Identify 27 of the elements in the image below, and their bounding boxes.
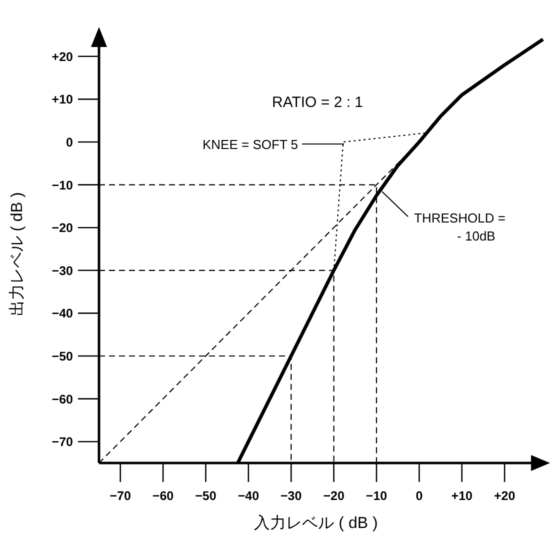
ytick-label: −10 — [52, 178, 73, 192]
annotation: THRESHOLD = - 10dB — [382, 191, 506, 244]
ytick-label: +20 — [52, 50, 73, 64]
ytick-label: −40 — [52, 306, 73, 321]
xtick-label: −10 — [366, 489, 388, 503]
ylabel: 出力レベル ( dB ) — [9, 192, 26, 316]
ytick-label: 0 — [66, 136, 73, 150]
xtick-label: +20 — [494, 489, 516, 503]
ytick-label: −60 — [52, 392, 73, 406]
xtick-label: 0 — [416, 489, 423, 503]
annotation: THRESHOLD = - 10dB — [414, 210, 506, 244]
ytick-label: −20 — [52, 221, 73, 236]
annotation: RATIO = 2 : 1 — [272, 94, 364, 111]
annotation: KNEE = SOFT 5 — [202, 137, 298, 152]
xtick-label: −20 — [323, 489, 344, 503]
ytick-label: −30 — [52, 264, 73, 278]
xtick-label: −70 — [110, 489, 131, 503]
xtick-label: +10 — [451, 489, 472, 503]
xlabel: 入力レベル ( dB ) — [254, 515, 378, 532]
xtick-label: −30 — [280, 489, 302, 503]
annotation: KNEE = SOFT 5 — [202, 137, 344, 152]
xtick-label: −60 — [152, 489, 174, 503]
ytick-label: −70 — [52, 435, 73, 450]
ytick-label: −50 — [52, 350, 73, 364]
ytick-label: +10 — [52, 92, 73, 107]
xtick-label: −40 — [238, 489, 260, 503]
xtick-label: −50 — [195, 489, 216, 503]
